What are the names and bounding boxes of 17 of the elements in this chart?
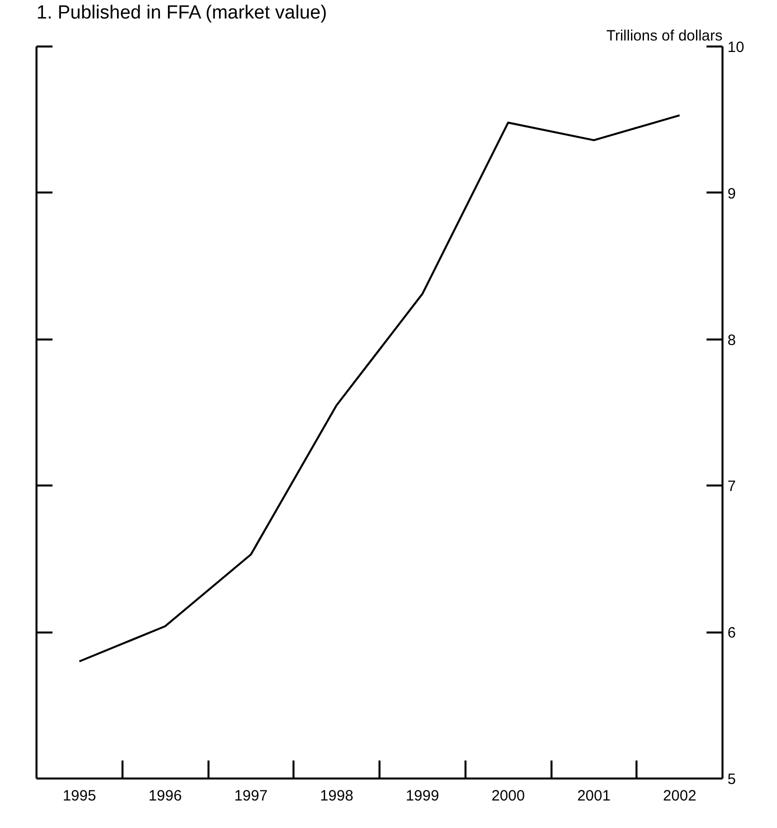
x-tick-label: 2000 <box>491 788 525 804</box>
x-tick-label: 1995 <box>62 788 96 804</box>
y-tick-label: 7 <box>728 478 736 496</box>
x-tick-label: 2001 <box>577 788 611 804</box>
x-tick-label: 1998 <box>320 788 354 804</box>
y-tick-label: 5 <box>728 771 736 788</box>
chart-title: 1. Published in FFA (market value) <box>36 2 327 24</box>
y-tick-label: 6 <box>728 624 736 642</box>
y-axis-title: Trillions of dollars <box>606 28 723 44</box>
line-series <box>78 114 681 662</box>
x-tick-label: 1997 <box>234 788 268 804</box>
x-tick-label: 2002 <box>662 788 696 804</box>
y-tick-label: 9 <box>728 185 736 202</box>
x-tick-label: 1996 <box>148 788 182 804</box>
y-tick-label: 10 <box>728 39 744 56</box>
y-tick-label: 8 <box>728 332 736 349</box>
x-tick-label: 1999 <box>406 788 440 804</box>
